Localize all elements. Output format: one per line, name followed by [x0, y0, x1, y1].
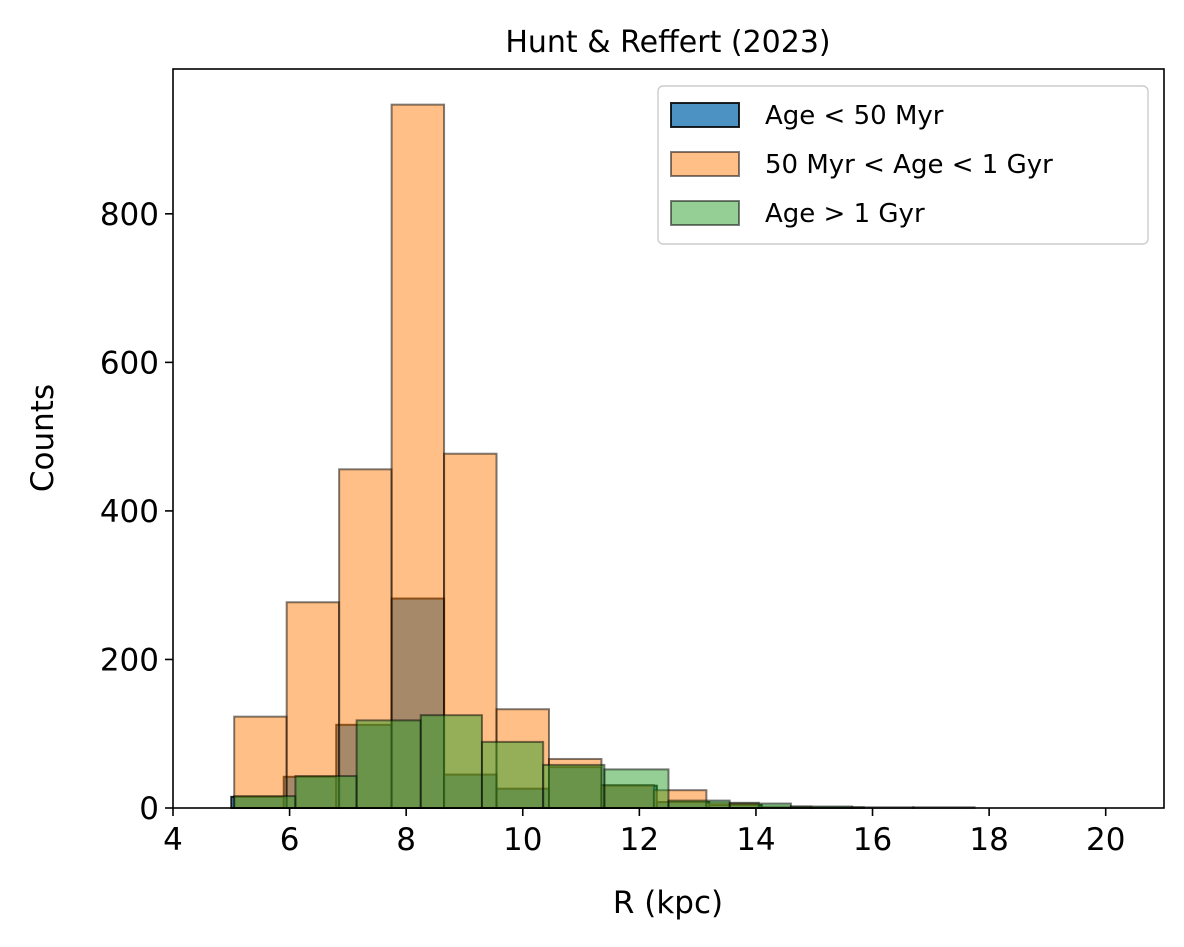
x-tick-label: 12 — [620, 822, 659, 858]
legend-label: 50 Myr < Age < 1 Gyr — [765, 150, 1053, 180]
x-tick-label: 10 — [503, 822, 542, 858]
x-tick-label: 6 — [280, 822, 300, 858]
legend-swatch — [670, 151, 740, 177]
histogram-bar — [233, 795, 297, 809]
x-tick-label: 14 — [736, 822, 775, 858]
plot-area-frame — [172, 68, 1165, 809]
histogram-bar — [419, 714, 483, 810]
y-axis-label: Counts — [25, 384, 61, 492]
legend-swatch — [670, 102, 740, 128]
legend-label: Age < 50 Myr — [765, 101, 944, 131]
legend-label: Age > 1 Gyr — [765, 199, 925, 229]
y-tick-label: 200 — [100, 642, 159, 678]
x-tick-label: 4 — [163, 822, 183, 858]
histogram-bar — [542, 763, 606, 809]
histogram-bar — [233, 715, 288, 810]
x-tick-label: 16 — [853, 822, 892, 858]
y-tick-label: 0 — [139, 791, 159, 827]
histogram-bar — [285, 601, 341, 810]
chart-title: Hunt & Reffert (2023) — [505, 25, 830, 60]
histogram-bar — [390, 103, 446, 809]
y-tick-label: 800 — [100, 197, 159, 233]
histogram-bar — [355, 719, 422, 809]
y-axis-ticks: 0 200 400 600 800 — [100, 197, 173, 827]
legend: Age < 50 Myr 50 Myr < Age < 1 Gyr Age > 1 … — [657, 85, 1149, 245]
histogram-bar — [294, 775, 358, 809]
histogram-bar — [667, 799, 731, 810]
x-axis-ticks: 4 6 8 10 12 14 16 18 20 — [163, 808, 1125, 858]
legend-entries: Age < 50 Myr 50 Myr < Age < 1 Gyr Age > 1 … — [670, 101, 1053, 229]
y-tick-label: 400 — [100, 494, 159, 530]
y-tick-label: 600 — [100, 345, 159, 381]
x-tick-label: 20 — [1086, 822, 1125, 858]
legend-frame — [657, 85, 1149, 245]
histogram-bar — [480, 740, 545, 810]
x-tick-label: 8 — [396, 822, 416, 858]
bars-layer — [230, 103, 976, 810]
x-tick-label: 18 — [969, 822, 1008, 858]
legend-swatch — [670, 200, 740, 226]
histogram-bar — [603, 768, 670, 810]
x-axis-label: R (kpc) — [613, 885, 723, 921]
